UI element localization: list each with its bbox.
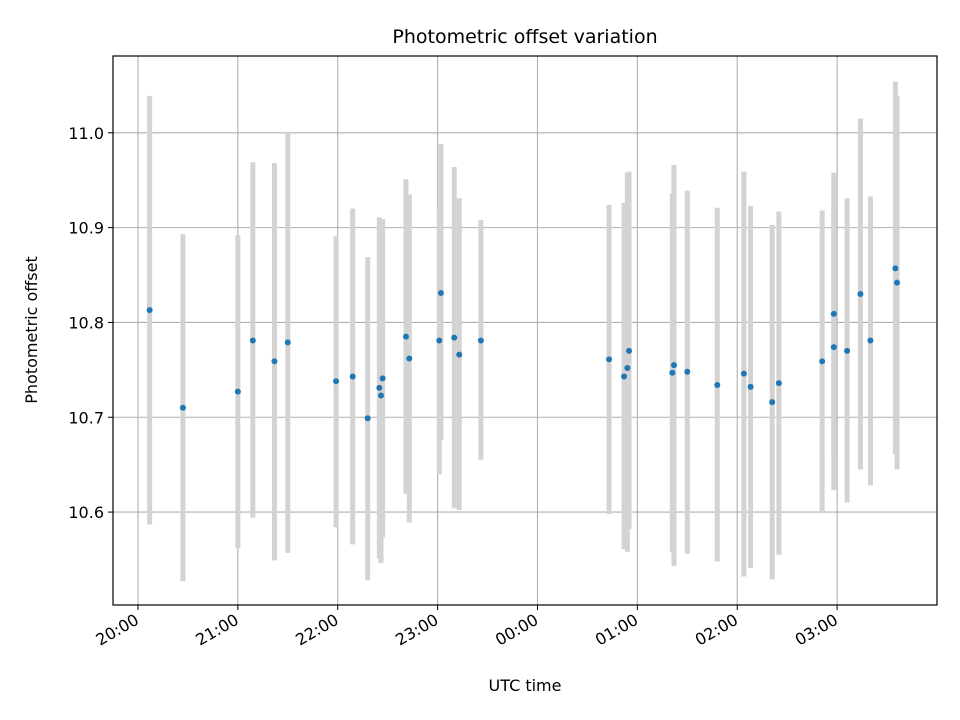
data-point (775, 380, 782, 387)
data-point (379, 375, 386, 382)
x-axis-label: UTC time (489, 676, 562, 695)
data-point (857, 290, 864, 297)
data-point (892, 265, 899, 272)
y-axis-label: Photometric offset (22, 256, 41, 404)
data-point (819, 358, 826, 365)
data-point (684, 368, 691, 375)
data-point (179, 404, 186, 411)
data-point (830, 310, 837, 317)
data-point (714, 382, 721, 389)
y-tick-label: 10.6 (68, 503, 104, 522)
y-tick-label: 10.8 (68, 313, 104, 332)
data-point (249, 337, 256, 344)
data-point (271, 358, 278, 365)
data-point (376, 384, 383, 391)
data-point (436, 337, 443, 344)
data-point (406, 355, 413, 362)
data-point (669, 369, 676, 376)
data-point (867, 337, 874, 344)
data-point (626, 347, 633, 354)
data-point (670, 362, 677, 369)
data-point (451, 334, 458, 341)
data-point (894, 279, 901, 286)
y-axis-ticks: 10.6 10.7 10.8 10.9 11.0 (68, 124, 113, 522)
y-tick-label: 10.9 (68, 219, 104, 238)
data-point (769, 399, 776, 406)
plot-frame (112, 55, 938, 606)
data-point (844, 347, 851, 354)
data-point (740, 370, 747, 377)
data-point (234, 388, 241, 395)
data-point (349, 373, 356, 380)
chart-title: Photometric offset variation (392, 26, 657, 48)
y-tick-label: 11.0 (68, 124, 104, 143)
data-point (830, 344, 837, 351)
data-point (621, 373, 628, 380)
data-point (606, 356, 613, 363)
data-point (333, 378, 340, 385)
data-point (284, 339, 291, 346)
data-point (402, 333, 409, 340)
data-points (146, 265, 901, 422)
data-point (624, 364, 631, 371)
data-point (747, 383, 754, 390)
data-point (364, 415, 371, 422)
data-point (477, 337, 484, 344)
data-point (456, 351, 463, 358)
data-point (437, 290, 444, 297)
data-point (378, 392, 385, 399)
y-tick-label: 10.7 (68, 408, 104, 427)
data-point (146, 307, 153, 314)
